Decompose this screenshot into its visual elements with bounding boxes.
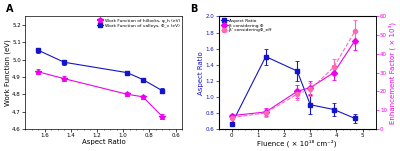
Y-axis label: Enhancement Factor ( × 10³): Enhancement Factor ( × 10³) — [388, 22, 396, 124]
Y-axis label: Work Function (eV): Work Function (eV) — [4, 39, 11, 106]
Text: B: B — [190, 4, 198, 14]
Text: A: A — [6, 4, 14, 14]
Y-axis label: Aspect Ratio: Aspect Ratio — [198, 51, 204, 95]
Legend: Work Function of hillocks, φ_h (eV), Work Function of valleys, Φ_v (eV): Work Function of hillocks, φ_h (eV), Wor… — [95, 17, 182, 29]
Legend: Aspect Ratio, β considering Φ, β' consideringΦ_eff: Aspect Ratio, β considering Φ, β' consid… — [219, 17, 273, 34]
X-axis label: Aspect Ratio: Aspect Ratio — [82, 139, 126, 145]
X-axis label: Fluence ( × 10¹⁸ cm⁻²): Fluence ( × 10¹⁸ cm⁻²) — [258, 139, 337, 147]
